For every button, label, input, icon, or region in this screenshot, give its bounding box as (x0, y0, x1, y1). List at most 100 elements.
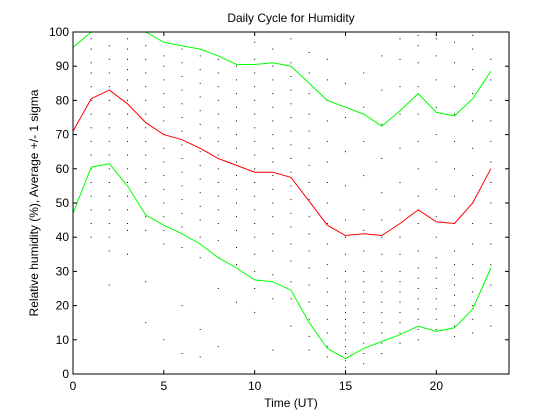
scatter-point (290, 260, 292, 262)
scatter-point (290, 226, 292, 228)
scatter-point (90, 48, 92, 50)
scatter-point (236, 188, 237, 190)
scatter-point (399, 38, 401, 40)
scatter-point (326, 202, 328, 204)
scatter-point (108, 250, 110, 252)
scatter-point (236, 147, 237, 149)
scatter-point (308, 233, 310, 235)
scatter-point (435, 257, 437, 259)
scatter-point (199, 219, 201, 221)
scatter-point (417, 277, 419, 279)
scatter-point (381, 332, 383, 334)
scatter-point (199, 82, 201, 84)
scatter-point (127, 99, 128, 101)
scatter-point (108, 72, 110, 74)
y-tick-label: 20 (56, 299, 70, 313)
chart-title: Daily Cycle for Humidity (227, 11, 354, 25)
scatter-point (381, 219, 383, 221)
scatter-point (381, 236, 383, 238)
scatter-point (272, 134, 274, 136)
scatter-point (108, 209, 110, 211)
scatter-point (181, 76, 183, 77)
scatter-point (199, 164, 201, 166)
x-axis-label: Time (UT) (264, 396, 318, 410)
scatter-point (127, 48, 128, 50)
scatter-point (345, 151, 346, 153)
scatter-point (490, 120, 492, 122)
scatter-point (454, 274, 455, 276)
scatter-point (127, 127, 128, 129)
scatter-point (308, 349, 310, 351)
scatter-point (472, 223, 474, 224)
scatter-point (272, 202, 274, 204)
scatter-point (145, 281, 147, 283)
scatter-point (127, 38, 128, 40)
scatter-point (454, 86, 455, 88)
scatter-point (454, 284, 455, 286)
scatter-point (217, 346, 219, 348)
scatter-point (127, 140, 128, 142)
scatter-point (290, 144, 292, 146)
scatter-point (127, 168, 128, 170)
scatter-point (326, 346, 328, 348)
y-tick-label: 10 (56, 333, 70, 347)
scatter-point (199, 236, 201, 238)
scatter-point (290, 158, 292, 159)
scatter-point (290, 171, 292, 173)
scatter-point (272, 175, 274, 177)
scatter-point (490, 161, 492, 163)
series-line-average-plus-1-sigma (73, 32, 492, 127)
scatter-point (254, 154, 256, 156)
scatter-point (290, 38, 292, 40)
scatter-point (145, 168, 147, 170)
scatter-point (454, 113, 455, 115)
scatter-point (108, 86, 110, 88)
scatter-point (472, 318, 474, 320)
scatter-point (363, 72, 365, 74)
scatter-point (454, 315, 455, 317)
scatter-point (345, 185, 346, 187)
scatter-point (290, 325, 292, 327)
scatter-point (254, 253, 256, 255)
scatter-point (108, 223, 110, 224)
scatter-point (381, 158, 383, 159)
scatter-point (417, 267, 419, 269)
scatter-point (217, 99, 219, 101)
scatter-point (399, 270, 401, 272)
y-tick-label: 80 (56, 93, 70, 107)
scatter-point (326, 291, 328, 293)
scatter-point (145, 229, 147, 231)
scatter-point (199, 69, 201, 71)
scatter-point (308, 93, 310, 95)
scatter-point (363, 311, 365, 313)
scatter-point (381, 253, 383, 255)
scatter-point (90, 182, 92, 183)
scatter-point (290, 199, 292, 201)
scatter-point (108, 168, 110, 170)
scatter-point (326, 120, 328, 122)
scatter-point (490, 243, 492, 245)
scatter-point (472, 69, 474, 71)
scatter-point (399, 147, 401, 149)
scatter-point (163, 147, 165, 149)
scatter-point (199, 55, 201, 57)
scatter-point (90, 236, 92, 238)
scatter-point (363, 140, 365, 142)
scatter-point (290, 185, 292, 187)
scatter-point (490, 284, 492, 286)
scatter-point (435, 79, 437, 81)
scatter-point (272, 274, 274, 276)
scatter-point (381, 123, 383, 125)
scatter-point (108, 195, 110, 197)
scatter-point (163, 93, 165, 95)
scatter-point (381, 89, 383, 91)
scatter-point (417, 86, 419, 88)
scatter-point (254, 58, 256, 60)
scatter-point (272, 188, 274, 190)
scatter-point (345, 219, 346, 221)
y-tick-label: 40 (56, 230, 70, 244)
scatter-point (326, 356, 328, 358)
scatter-point (472, 93, 474, 95)
series-line-average-minus-1-sigma (73, 163, 492, 360)
scatter-point (381, 301, 383, 303)
